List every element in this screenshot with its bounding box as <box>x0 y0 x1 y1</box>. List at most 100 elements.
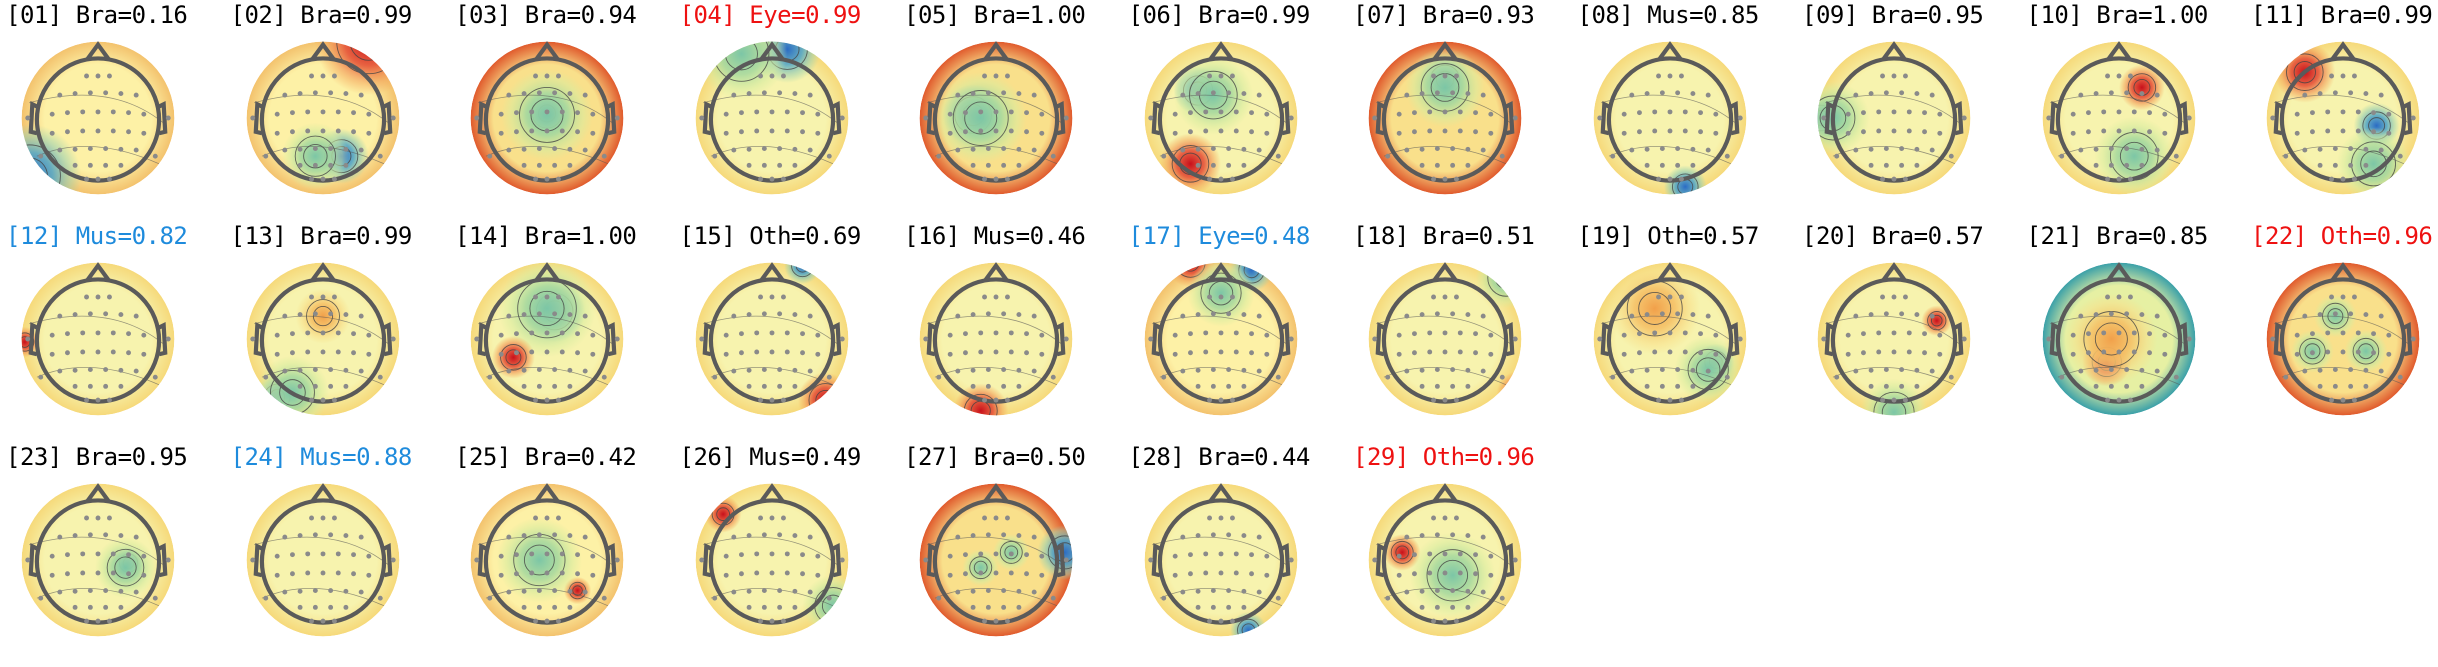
electrode-dot <box>529 551 535 557</box>
electrode-dot <box>1442 73 1448 79</box>
electrode-dot <box>556 73 561 79</box>
electrode-dot <box>769 330 774 336</box>
electrode-dot <box>529 109 535 115</box>
topomap-field <box>470 262 624 416</box>
electrode-dot <box>791 588 797 594</box>
electrode-dot <box>2058 153 2064 159</box>
electrode-dot <box>698 557 704 563</box>
electrode-dot <box>1195 91 1201 97</box>
electrode-dot <box>2355 330 2361 336</box>
electrode-dot <box>1404 368 1410 374</box>
electrode-dot <box>1457 570 1463 576</box>
electrode-dot <box>304 109 310 115</box>
electrode-dot <box>1039 553 1045 559</box>
contour-line <box>1695 357 1720 382</box>
electrode-dot <box>1655 294 1661 300</box>
electrode-dot <box>49 351 55 357</box>
electrode-dot <box>780 618 786 624</box>
contour-line <box>523 544 555 576</box>
electrode-dot <box>1147 557 1153 563</box>
component-index: [10] <box>2026 1 2083 29</box>
topomap-field <box>2042 262 2195 416</box>
electrode-dot <box>327 311 333 317</box>
electrode-dot <box>1031 147 1037 153</box>
electrode-dot <box>582 368 588 374</box>
electrode-dot <box>1179 368 1185 374</box>
electrode-dot <box>2138 312 2144 318</box>
label-space <box>62 1 76 29</box>
electrode-dot <box>249 115 255 121</box>
component-probability: 0.85 <box>1703 1 1759 29</box>
electrode-dot <box>350 129 356 135</box>
electrode-dot <box>1697 331 1703 337</box>
electrode-dot <box>2378 368 2384 374</box>
nose <box>534 262 560 282</box>
electrode-dot <box>814 111 820 117</box>
electrode-dot <box>1024 331 1029 337</box>
electrode-dot <box>738 350 744 356</box>
component-label: [06] Bra=0.99 <box>1129 0 1311 30</box>
electrode-dot <box>1465 91 1471 97</box>
electrode-dot <box>970 91 976 97</box>
electrode-dot <box>1651 330 1657 336</box>
electrode-dot <box>1233 128 1239 134</box>
topomap-field <box>21 483 175 637</box>
component-index: [01] <box>6 1 62 29</box>
electrode-dot <box>165 557 171 563</box>
electrode-sensors <box>1147 73 1294 182</box>
electrode-dot <box>784 128 790 134</box>
ear-right <box>1280 100 1290 136</box>
electrode-sensors <box>923 294 1069 403</box>
electrode-dot <box>723 130 729 136</box>
label-equals: = <box>342 443 357 471</box>
electrode-dot <box>1256 92 1262 98</box>
electrode-dot <box>544 176 550 182</box>
electrode-dot <box>601 374 607 380</box>
electrode-dot <box>1834 153 1840 159</box>
electrode-dot <box>2355 128 2361 134</box>
electrode-dot <box>1442 570 1448 576</box>
electrode-dot <box>1845 332 1851 338</box>
electrode-dot <box>1427 128 1433 134</box>
electrode-dot <box>1248 331 1254 337</box>
electrode-dot <box>133 534 139 540</box>
electrode-dot <box>498 572 504 578</box>
electrode-dot <box>289 129 295 135</box>
electrode-dot <box>826 153 832 159</box>
electrode-dot <box>49 130 55 136</box>
electrode-dot <box>65 552 70 558</box>
electrode-dot <box>377 595 383 601</box>
electrode-dot <box>2127 397 2133 403</box>
electrode-dot <box>1063 336 1069 342</box>
activation-blob <box>1921 305 1953 336</box>
ear-left <box>926 100 936 136</box>
electrode-sensors <box>923 73 1069 182</box>
electrode-dot <box>1480 313 1486 319</box>
electrode-dot <box>738 331 744 337</box>
component-class: Bra <box>524 222 567 250</box>
nose <box>1432 262 1458 282</box>
electrode-dot <box>2310 331 2315 337</box>
contour-line <box>106 548 145 587</box>
electrode-dot <box>274 553 280 559</box>
electrode-dot <box>2104 294 2110 300</box>
electrode-dot <box>1225 367 1231 372</box>
electrode-dot <box>1172 572 1178 578</box>
component-index: [04] <box>679 1 736 29</box>
electrode-dot <box>1948 153 1954 159</box>
electrode-dot <box>1636 331 1642 337</box>
electrode-dot <box>2386 111 2392 117</box>
electrode-dot <box>1689 367 1695 373</box>
electrode-dot <box>2363 312 2369 318</box>
scalp-topomap <box>2266 41 2420 195</box>
electrode-dot <box>1202 109 1208 115</box>
contour-line <box>2127 73 2156 102</box>
electrode-dot <box>358 92 364 98</box>
electrode-dot <box>1206 515 1212 521</box>
electrode-dot <box>1275 374 1281 380</box>
electrode-dot <box>110 128 116 134</box>
electrode-dot <box>110 570 116 576</box>
contour-line <box>1927 311 1947 331</box>
ear-left <box>28 100 38 136</box>
electrode-dot <box>1419 312 1425 318</box>
